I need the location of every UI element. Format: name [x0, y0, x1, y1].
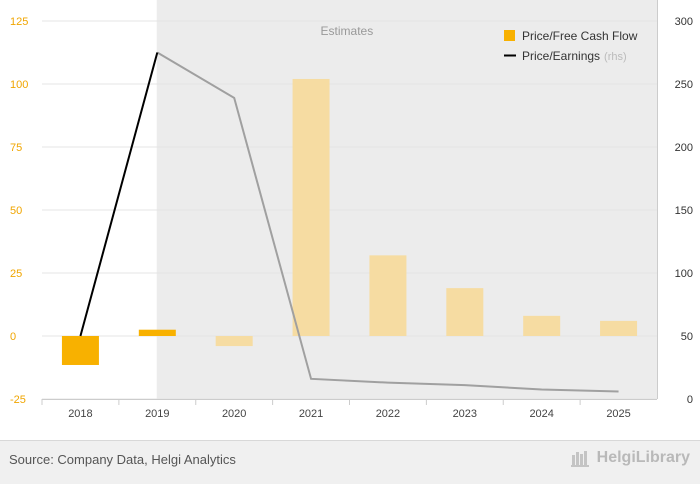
- y-left-tick-label: 100: [10, 79, 28, 91]
- y-left-tick-label: -25: [10, 394, 26, 406]
- bar-2025: [600, 321, 637, 336]
- brand-logo: HelgiLibrary: [571, 449, 690, 467]
- y-right-tick-label: 150: [675, 205, 693, 217]
- y-right-tick-label: 50: [681, 331, 693, 343]
- x-tick-label: 2024: [529, 408, 553, 420]
- chart: Estimates -25 0 25 50 75 100 125 0 50 100 150 200 25…: [0, 0, 700, 440]
- y-left-tick-label: 75: [10, 142, 22, 154]
- legend-label-pe-suffix: (rhs): [604, 51, 627, 63]
- y-left-tick-label: 125: [10, 16, 28, 28]
- x-tick-label: 2025: [606, 408, 630, 420]
- brand-name: HelgiLibrary: [597, 449, 690, 467]
- bar-2020: [216, 336, 253, 346]
- bar-2018: [62, 336, 99, 365]
- y-left-tick-label: 50: [10, 205, 22, 217]
- y-right-tick-label: 0: [687, 394, 693, 406]
- x-tick-label: 2019: [145, 408, 169, 420]
- legend-swatch-bar: [504, 30, 515, 41]
- bar-2019: [139, 330, 176, 336]
- x-tick-label: 2023: [453, 408, 477, 420]
- library-icon: [571, 449, 593, 467]
- y-left-tick-label: 25: [10, 268, 22, 280]
- x-tick-label: 2020: [222, 408, 246, 420]
- legend-label-fcf: Price/Free Cash Flow: [522, 29, 638, 43]
- bar-2023: [446, 288, 483, 336]
- x-tick-label: 2018: [68, 408, 92, 420]
- footer: Source: Company Data, Helgi Analytics He…: [0, 440, 700, 484]
- y-left-tick-label: 0: [10, 331, 16, 343]
- pe-line-actual: [80, 53, 157, 337]
- y-right-tick-label: 100: [675, 268, 693, 280]
- estimates-label: Estimates: [321, 24, 374, 38]
- bar-2022: [369, 255, 406, 336]
- bar-2024: [523, 316, 560, 336]
- x-tick-label: 2022: [376, 408, 400, 420]
- source-note: Source: Company Data, Helgi Analytics: [9, 452, 236, 467]
- bar-2021: [293, 79, 330, 336]
- y-right-tick-label: 200: [675, 142, 693, 154]
- x-tick-label: 2021: [299, 408, 323, 420]
- legend-label-pe-text: Price/Earnings: [522, 49, 600, 63]
- y-right-tick-label: 300: [675, 16, 693, 28]
- legend-label-pe: Price/Earnings (rhs): [522, 49, 627, 63]
- y-right-tick-label: 250: [675, 79, 693, 91]
